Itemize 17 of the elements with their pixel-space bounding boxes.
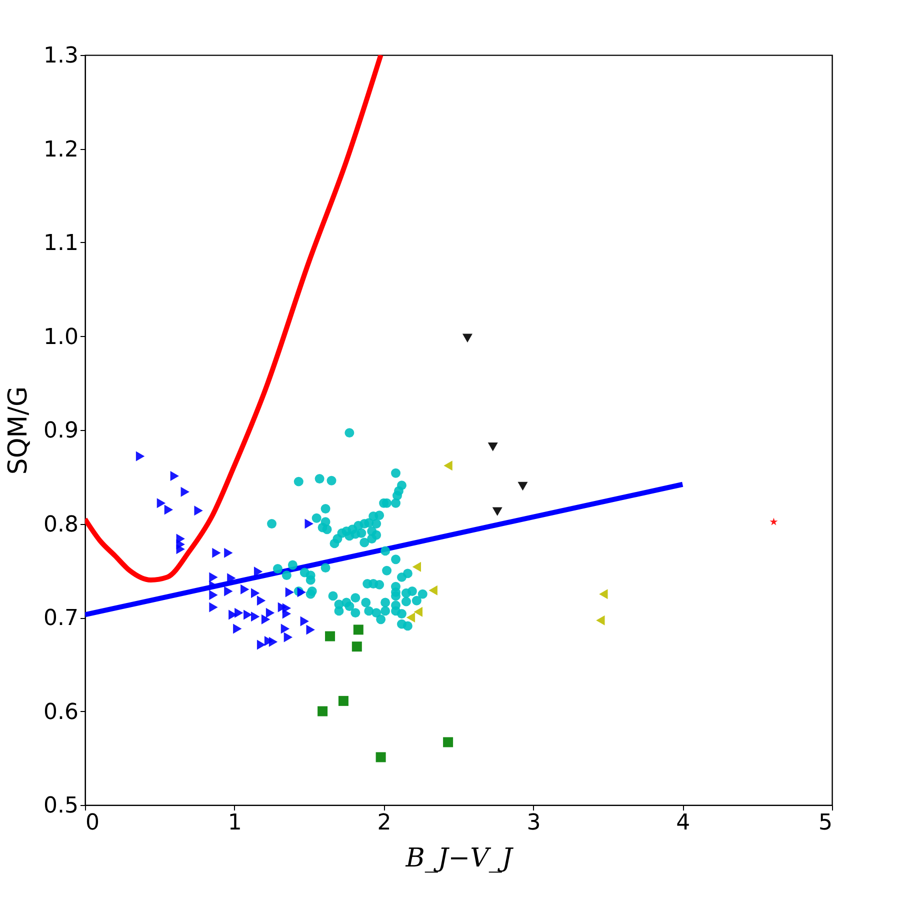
y-tick-label: 0.8 bbox=[44, 512, 78, 538]
x-tick-label: 0 bbox=[86, 810, 100, 836]
x-axis-title: B_J−V_J bbox=[404, 844, 514, 874]
y-tick-label: 0.7 bbox=[44, 606, 78, 631]
y-tick-label: 1.2 bbox=[44, 137, 78, 162]
x-tick-label: 2 bbox=[377, 810, 392, 836]
x-tick-label: 4 bbox=[676, 810, 690, 836]
x-tick-label: 1 bbox=[228, 810, 242, 836]
x-tick-label: 3 bbox=[526, 810, 541, 836]
x-tick-label: 5 bbox=[818, 810, 832, 836]
y-tick-label: 1.3 bbox=[44, 44, 78, 68]
y-axis-title: SQM/G bbox=[4, 386, 34, 475]
y-tick-label: 1.0 bbox=[44, 324, 78, 350]
y-tick-label: 1.1 bbox=[44, 231, 78, 256]
y-tick-label: 0.9 bbox=[44, 418, 78, 444]
y-tick-label: 0.5 bbox=[44, 794, 78, 818]
y-tick-label: 0.6 bbox=[44, 700, 78, 725]
